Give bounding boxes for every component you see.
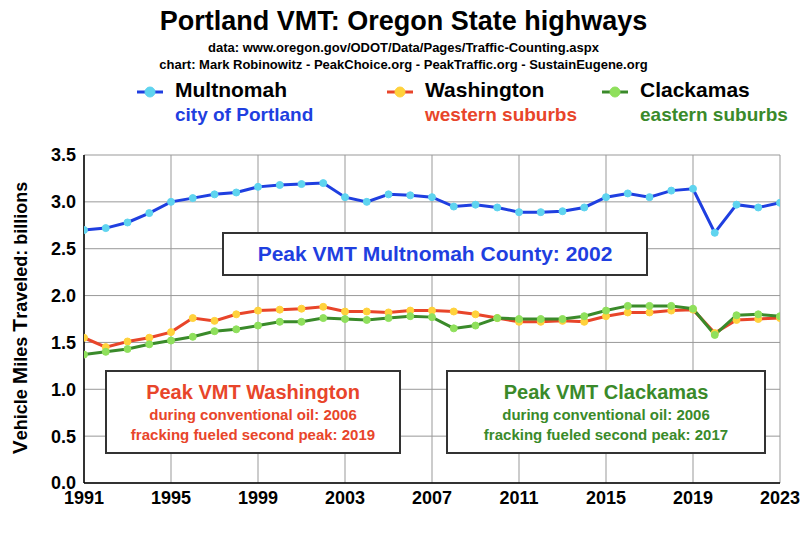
html-text:Peak VMT Clackamas: Peak VMT Clackamas <box>503 381 709 403</box>
html-text:s: s <box>11 336 31 347</box>
html-text:i: i <box>11 228 31 234</box>
html-text:e: e <box>11 430 31 441</box>
html-text:b: b <box>11 233 31 245</box>
html-text:i: i <box>11 213 31 219</box>
svg-text:0.5: 0.5 <box>51 427 76 447</box>
html-text:e: e <box>11 389 31 400</box>
svg-text:2.5: 2.5 <box>51 239 76 259</box>
svg-text:2023: 2023 <box>760 488 799 508</box>
svg-text:2015: 2015 <box>586 488 626 508</box>
html-text:l: l <box>11 399 31 405</box>
html-text:l: l <box>11 223 31 229</box>
html-text:e: e <box>11 266 31 277</box>
html-text:Multnomah: Multnomah <box>175 78 287 101</box>
html-text:during conventional oil: 2006: during conventional oil: 2006 <box>502 406 710 423</box>
svg-text:2019: 2019 <box>673 488 713 508</box>
html-text:o: o <box>11 202 31 214</box>
html-text:V: V <box>8 440 31 455</box>
svg-text:1991: 1991 <box>64 487 104 508</box>
html-text:i: i <box>11 361 31 367</box>
html-text:l: l <box>11 276 31 282</box>
html-text:a: a <box>11 301 31 312</box>
html-text:Clackamas: Clackamas <box>640 78 750 101</box>
html-text:chart: Mark Robinowitz - PeakC: chart: Mark Robinowitz - PeakChoice.org … <box>159 57 648 72</box>
html-text:fracking fueled second peak: 2: fracking fueled second peak: 2017 <box>483 426 729 443</box>
html-text:fracking fueled second peak: 2: fracking fueled second peak: 2019 <box>130 426 376 443</box>
html-text:l: l <box>11 218 31 224</box>
html-text:Peak VMT Washington: Peak VMT Washington <box>146 381 360 403</box>
svg-text:2003: 2003 <box>325 488 365 508</box>
html-text:n: n <box>11 191 31 203</box>
svg-text:3.5: 3.5 <box>51 145 76 165</box>
svg-text:2011: 2011 <box>499 488 538 508</box>
html-text:T: T <box>8 318 31 332</box>
html-text:M: M <box>8 366 31 385</box>
svg-text:2007: 2007 <box>412 488 452 508</box>
svg-text:1.0: 1.0 <box>51 380 76 400</box>
html-text:Washington: Washington <box>425 78 545 101</box>
svg-text:1999: 1999 <box>238 488 278 508</box>
html-text:l: l <box>11 356 31 362</box>
html-text:e: e <box>11 346 31 357</box>
svg-text:2.0: 2.0 <box>51 286 76 306</box>
svg-text:0.0: 0.0 <box>51 473 76 493</box>
html-text:Portland VMT: Oregon State hig: Portland VMT: Oregon State highways <box>159 6 648 36</box>
html-text:c: c <box>11 404 31 415</box>
html-text:i: i <box>11 414 31 420</box>
html-text:s: s <box>11 181 31 192</box>
html-text:eastern suburbs: eastern suburbs <box>640 104 788 125</box>
html-text:during conventional oil: 2006: during conventional oil: 2006 <box>149 406 357 423</box>
html-text:e: e <box>11 281 31 292</box>
html-text:western suburbs: western suburbs <box>425 104 577 125</box>
html-text:d: d <box>11 255 31 267</box>
svg-text:3.0: 3.0 <box>51 192 76 212</box>
html-text:r: r <box>11 311 31 319</box>
html-text:h: h <box>11 419 31 431</box>
html-text:city of Portland: city of Portland <box>175 104 314 125</box>
html-text:v: v <box>11 291 31 302</box>
svg-text:1995: 1995 <box>151 488 191 508</box>
html-text:Peak VMT Multnomah County: 200: Peak VMT Multnomah County: 2002 <box>257 242 613 265</box>
svg-text:1.5: 1.5 <box>51 333 76 353</box>
html-text:data: www.oregon.gov/ODOT/Data: data: www.oregon.gov/ODOT/Data/Pages/Tra… <box>208 40 599 55</box>
